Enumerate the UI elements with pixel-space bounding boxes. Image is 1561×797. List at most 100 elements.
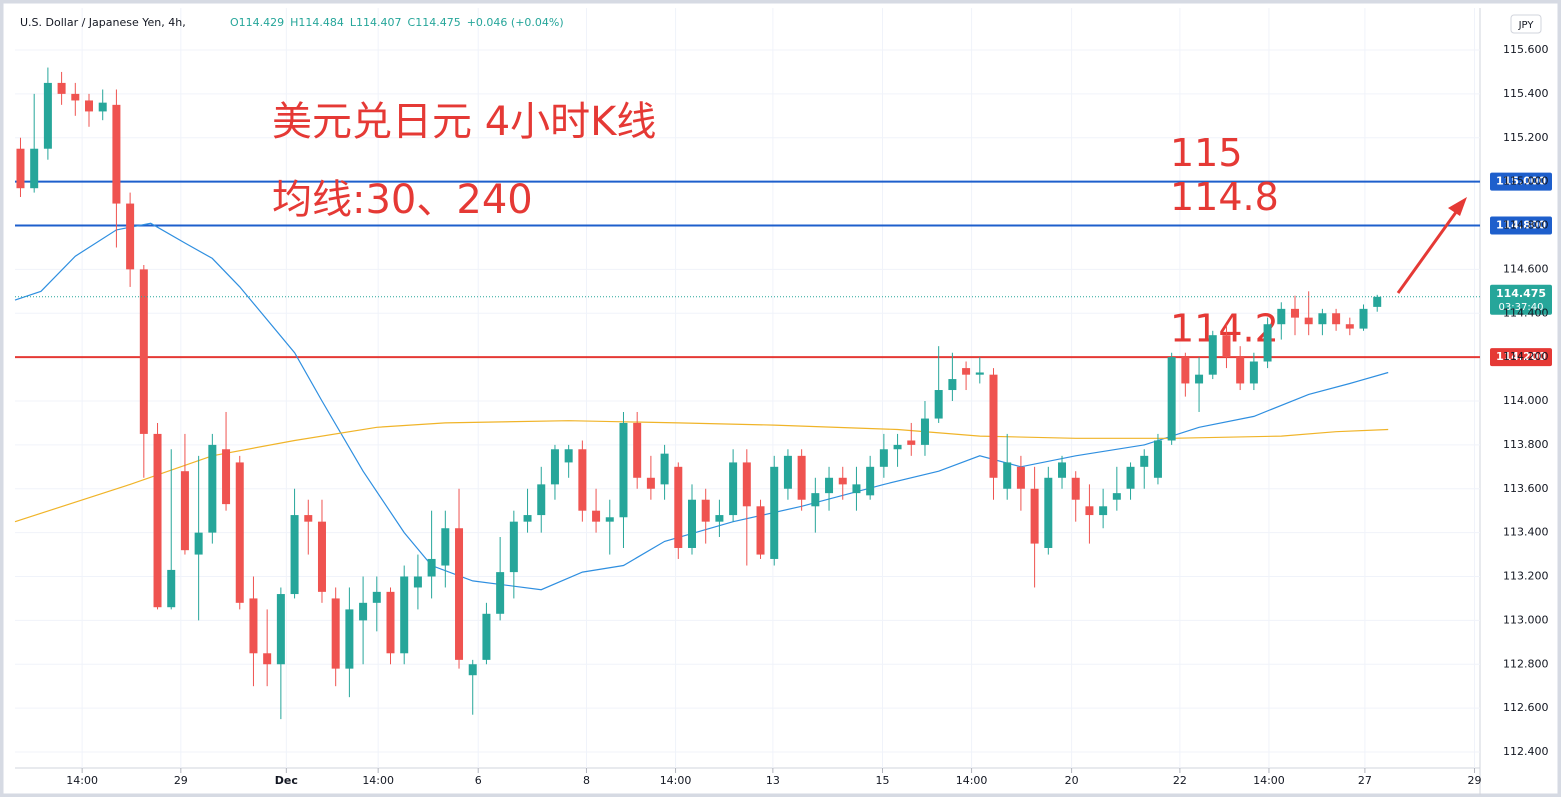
candle-body [1290, 308, 1299, 318]
x-tick-label: 27 [1358, 774, 1372, 787]
candle-body [1208, 335, 1217, 375]
candle-body [1222, 335, 1231, 358]
candle-body [1003, 462, 1012, 489]
annotation: 均线:30、240 [272, 177, 533, 223]
candle-body [1167, 357, 1176, 441]
candle-body [907, 440, 916, 445]
candle-body [1332, 313, 1341, 325]
candle-body [1345, 324, 1354, 329]
candle-body [578, 449, 587, 511]
candle-body [16, 148, 25, 189]
ohlc-value: C114.475 [408, 16, 461, 29]
y-tick-label: 115.000 [1503, 175, 1549, 188]
y-tick-label: 113.200 [1503, 570, 1549, 583]
currency-badge[interactable] [1510, 14, 1542, 34]
candle-body [1112, 493, 1121, 500]
candle-body [1044, 477, 1053, 548]
candle-body [345, 609, 354, 669]
candle-body [783, 455, 792, 489]
ohlc-value: +0.046 (+0.04%) [467, 16, 564, 29]
candle-body [400, 576, 409, 654]
x-tick-label: 14:00 [956, 774, 988, 787]
candle-body [455, 528, 464, 660]
x-tick-label: 20 [1065, 774, 1079, 787]
candle-body [249, 598, 258, 654]
candle-body [290, 515, 299, 595]
x-tick-label: 29 [174, 774, 188, 787]
candle-body [687, 499, 696, 548]
x-tick-label: 6 [475, 774, 482, 787]
candle-body [359, 602, 368, 621]
arrow-head [1448, 197, 1467, 216]
price-badge-label: 115.000 [1496, 175, 1546, 188]
candle-body [372, 591, 381, 603]
candle-body [756, 506, 765, 555]
price-note: 114.8 [1170, 175, 1279, 219]
candle-body [948, 379, 957, 391]
candle-body [427, 558, 436, 577]
candle-body [633, 422, 642, 478]
candle-body [975, 372, 984, 375]
y-tick-label: 112.400 [1503, 745, 1549, 758]
symbol-title: U.S. Dollar / Japanese Yen, 4h, [20, 16, 186, 29]
moving-average [14, 420, 1389, 523]
candle-body [304, 515, 313, 522]
candle-body [838, 477, 847, 485]
candle-body [222, 449, 231, 505]
candle-body [1099, 506, 1108, 516]
y-tick-label: 115.400 [1503, 87, 1549, 100]
annotation: 美元兑日元 4小时K线 [272, 99, 656, 145]
y-tick-label: 113.000 [1503, 613, 1549, 626]
arrow-shaft [1396, 207, 1461, 294]
candle-body [1195, 374, 1204, 384]
candle-body [85, 100, 94, 112]
candle-body [1085, 506, 1094, 516]
candle-body [564, 449, 573, 463]
candle-body [112, 104, 121, 204]
y-tick-label: 114.400 [1503, 306, 1549, 319]
candle-body [386, 591, 395, 654]
y-tick-label: 114.200 [1503, 350, 1549, 363]
candle-body [1304, 317, 1313, 325]
candle-body [523, 515, 532, 522]
candle-body [1373, 296, 1382, 307]
ohlc-header: O114.429 H114.484 L114.407 C114.475 +0.046 (… [230, 16, 564, 29]
candle-body [1153, 440, 1162, 478]
candle-body [126, 203, 135, 270]
candle-body [715, 515, 724, 522]
currency: JPY [1518, 20, 1535, 31]
y-tick-label: 115.200 [1503, 131, 1549, 144]
candle-body [43, 82, 52, 149]
candle-body [770, 466, 779, 559]
candle-body [30, 148, 39, 189]
y-tick-label: 114.800 [1503, 219, 1549, 232]
y-tick-label: 115.600 [1503, 43, 1549, 56]
y-tick-label: 114.600 [1503, 262, 1549, 275]
price-badge [1490, 348, 1552, 367]
candle-body [934, 390, 943, 419]
candle-body [1181, 357, 1190, 384]
x-tick-label: 22 [1173, 774, 1187, 787]
candle-body [468, 664, 477, 676]
candle-body [729, 462, 738, 516]
candle-body [208, 444, 217, 533]
candle-body [619, 422, 628, 518]
candle-body [879, 449, 888, 467]
candle-body [811, 493, 820, 507]
candle-body [1126, 466, 1135, 489]
x-tick-label: 13 [766, 774, 780, 787]
candle-body [825, 477, 834, 494]
candle-body [701, 499, 710, 522]
x-tick-label: 14:00 [1253, 774, 1285, 787]
candle-body [866, 466, 875, 496]
candle-body [1140, 455, 1149, 467]
candle-body [413, 576, 422, 588]
moving-average [14, 222, 1389, 591]
y-tick-label: 112.800 [1503, 657, 1549, 670]
x-tick-label: 14:00 [660, 774, 692, 787]
candle-body [660, 453, 669, 485]
x-tick-label: 15 [875, 774, 889, 787]
candle-body [496, 572, 505, 614]
